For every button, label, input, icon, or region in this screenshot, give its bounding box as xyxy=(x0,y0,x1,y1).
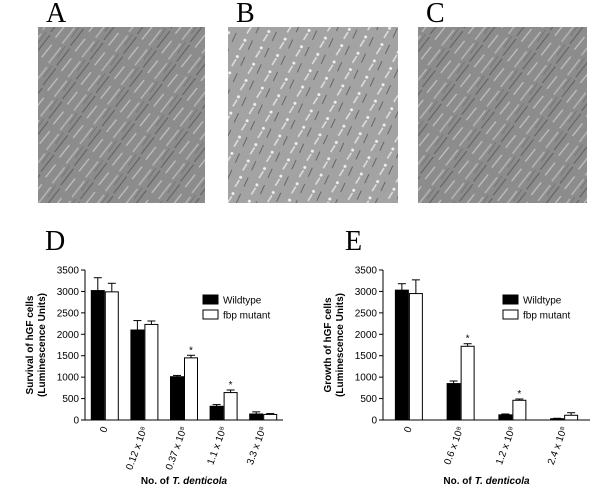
x-axis-label-part: No. of xyxy=(141,476,170,487)
bar xyxy=(564,414,579,421)
bar xyxy=(90,290,105,421)
y-tick-label: 2000 xyxy=(57,330,80,341)
x-tick-label: 1.2 x 10⁸ xyxy=(494,425,518,466)
micrograph xyxy=(228,27,398,203)
panel-label: E xyxy=(345,226,362,257)
x-tick-label: 0 xyxy=(98,425,110,434)
y-tick-label: 2500 xyxy=(355,308,378,319)
legend-label: fbp mutant xyxy=(223,311,270,322)
x-tick-label: 0.6 x 10⁸ xyxy=(442,425,466,466)
y-tick-label: 2500 xyxy=(57,308,80,319)
significance-marker: * xyxy=(189,345,193,356)
x-tick-label: 0 xyxy=(402,425,414,434)
y-tick-label: 500 xyxy=(360,394,377,405)
bar xyxy=(460,345,475,421)
legend-swatch xyxy=(502,309,519,320)
legend-swatch xyxy=(202,309,219,320)
y-tick-label: 1500 xyxy=(355,351,378,362)
panel-label: A xyxy=(46,0,67,29)
y-tick-label: 3500 xyxy=(355,266,378,277)
legend-label: fbp mutant xyxy=(523,311,570,322)
bar xyxy=(223,392,238,421)
x-tick-label: 3.3 x 10⁸ xyxy=(245,425,269,466)
y-axis-label-line: Survival of hGF cells xyxy=(25,295,36,394)
x-axis-label-part: T. denticola xyxy=(475,476,530,487)
bar xyxy=(130,329,145,421)
y-tick-label: 0 xyxy=(73,416,79,427)
x-tick-label: 0.12 x 10⁸ xyxy=(124,425,150,471)
y-tick-label: 1000 xyxy=(355,373,378,384)
bar xyxy=(104,291,119,421)
y-axis-label-line: (Luminescence Units) xyxy=(37,293,48,397)
y-tick-label: 2000 xyxy=(355,330,378,341)
bar xyxy=(446,383,461,421)
bar xyxy=(512,399,527,421)
bar xyxy=(550,418,565,421)
legend-swatch xyxy=(502,294,519,305)
bar xyxy=(184,357,198,421)
bar xyxy=(249,413,264,421)
micrograph xyxy=(38,27,205,203)
bar xyxy=(170,376,184,421)
y-axis-label: Survival of hGF cells(Luminescence Units… xyxy=(25,293,48,397)
legend-label: Wildtype xyxy=(223,296,262,307)
x-axis-label-part: No. of xyxy=(443,476,472,487)
significance-marker: * xyxy=(517,389,521,400)
y-tick-label: 3000 xyxy=(57,287,80,298)
y-tick-label: 500 xyxy=(62,394,79,405)
x-axis-label: No. of T. denticola xyxy=(443,476,530,487)
x-tick-label: 2.4 x 10⁸ xyxy=(546,425,570,466)
legend-swatch xyxy=(202,294,219,305)
bar xyxy=(408,293,423,421)
bar xyxy=(209,405,224,421)
y-tick-label: 3000 xyxy=(355,287,378,298)
panel-label: D xyxy=(45,226,65,257)
bar xyxy=(394,289,409,421)
panel-label: B xyxy=(236,0,255,29)
y-axis-label-line: (Luminescence Units) xyxy=(335,293,346,397)
y-axis-label-line: Growth of hGF cells xyxy=(323,297,334,392)
significance-marker: * xyxy=(466,334,470,345)
x-axis-label: No. of T. denticola xyxy=(141,476,228,487)
panel-label: C xyxy=(426,0,445,29)
significance-marker: * xyxy=(229,380,233,391)
bar xyxy=(263,413,278,421)
y-tick-label: 0 xyxy=(371,416,377,427)
y-tick-label: 3500 xyxy=(57,266,80,277)
legend-label: Wildtype xyxy=(523,296,562,307)
x-tick-label: 0.37 x 10⁸ xyxy=(164,425,190,471)
bar xyxy=(144,323,159,421)
y-tick-label: 1000 xyxy=(57,373,80,384)
y-tick-label: 1500 xyxy=(57,351,80,362)
x-axis-label-part: T. denticola xyxy=(172,476,227,487)
y-axis-label: Growth of hGF cells(Luminescence Units) xyxy=(323,293,346,397)
bar xyxy=(498,414,513,421)
micrograph xyxy=(418,27,587,203)
x-tick-label: 1.1 x 10⁸ xyxy=(205,425,229,466)
